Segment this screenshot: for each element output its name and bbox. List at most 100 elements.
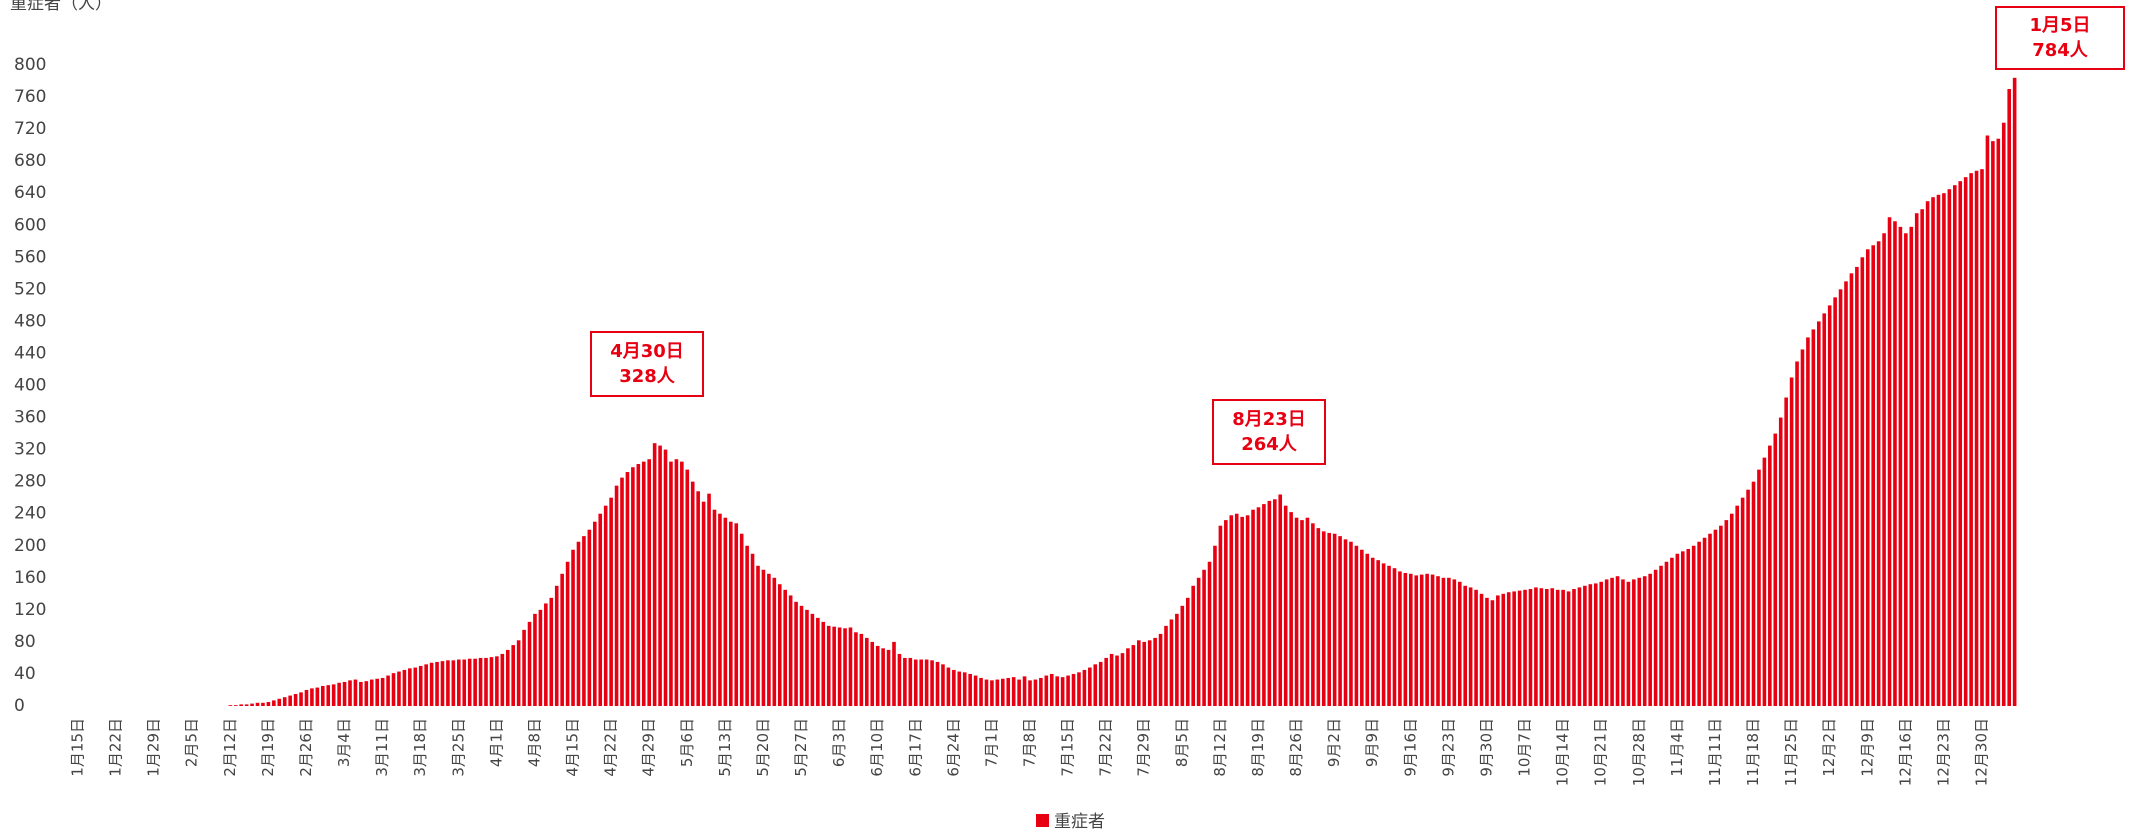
bar bbox=[892, 641, 896, 706]
y-tick-label: 520 bbox=[14, 279, 46, 299]
bar bbox=[1354, 545, 1359, 706]
bar bbox=[1898, 226, 1903, 707]
bar bbox=[397, 671, 401, 706]
x-tick-label: 4月1日 bbox=[487, 718, 505, 767]
bar bbox=[1719, 525, 1723, 706]
bar bbox=[1142, 641, 1147, 706]
bar bbox=[549, 597, 554, 706]
y-tick-label: 200 bbox=[14, 536, 46, 556]
x-tick-label: 9月16日 bbox=[1401, 718, 1419, 777]
bar bbox=[1294, 517, 1299, 706]
bar bbox=[1920, 209, 1924, 706]
bar bbox=[886, 649, 891, 706]
bar bbox=[560, 573, 564, 706]
bar bbox=[1724, 520, 1729, 706]
bar bbox=[924, 659, 929, 706]
bar bbox=[903, 657, 907, 706]
bar bbox=[1545, 589, 1549, 706]
bar bbox=[1593, 583, 1598, 706]
x-tick-label: 5月27日 bbox=[792, 718, 810, 777]
bar bbox=[1262, 504, 1266, 706]
y-tick-label: 400 bbox=[14, 376, 46, 396]
bar bbox=[1806, 337, 1810, 706]
bar bbox=[690, 481, 695, 706]
bar bbox=[1490, 600, 1495, 706]
bar bbox=[1523, 589, 1527, 706]
x-tick-label: 2月26日 bbox=[297, 718, 315, 777]
bar bbox=[1865, 249, 1870, 706]
bar bbox=[854, 632, 858, 706]
y-tick-label: 0 bbox=[14, 696, 25, 716]
y-tick-label: 40 bbox=[14, 664, 36, 684]
bar bbox=[1267, 500, 1272, 706]
bar bbox=[723, 517, 728, 706]
bar bbox=[457, 659, 461, 706]
bar bbox=[413, 667, 418, 706]
bar bbox=[777, 584, 782, 706]
bar bbox=[995, 679, 1000, 706]
legend-swatch bbox=[1036, 814, 1049, 827]
bar bbox=[1474, 589, 1478, 706]
annotation-text: 328人 bbox=[619, 366, 676, 387]
bar bbox=[1517, 590, 1522, 706]
y-tick-label: 240 bbox=[14, 504, 46, 524]
bar bbox=[2012, 77, 2017, 706]
bar bbox=[1180, 605, 1185, 706]
bar bbox=[1740, 497, 1745, 706]
bar bbox=[1686, 548, 1691, 706]
bar bbox=[1098, 661, 1103, 706]
bar bbox=[451, 660, 456, 706]
bar bbox=[881, 648, 885, 706]
bar bbox=[1610, 577, 1614, 706]
x-tick-label: 8月12日 bbox=[1211, 718, 1229, 777]
bar bbox=[408, 668, 412, 706]
x-tick-label: 3月25日 bbox=[449, 718, 467, 777]
bar bbox=[473, 658, 477, 706]
bar bbox=[788, 595, 793, 706]
annotation-box bbox=[1995, 6, 2125, 70]
bar bbox=[913, 659, 918, 706]
x-tick-label: 9月30日 bbox=[1477, 718, 1495, 777]
bar bbox=[701, 501, 706, 706]
bar bbox=[897, 653, 902, 706]
x-tick-label: 12月16日 bbox=[1896, 718, 1914, 786]
x-tick-label: 1月22日 bbox=[107, 718, 125, 777]
x-tick-label: 8月5日 bbox=[1173, 718, 1191, 767]
bar bbox=[756, 565, 760, 706]
bar bbox=[1784, 397, 1788, 706]
bar bbox=[1066, 675, 1070, 706]
x-tick-label: 12月9日 bbox=[1858, 718, 1876, 777]
bar bbox=[1904, 233, 1908, 706]
bar bbox=[277, 698, 282, 706]
y-tick-label: 720 bbox=[14, 119, 46, 139]
bar bbox=[1942, 193, 1946, 706]
bar bbox=[1963, 177, 1968, 707]
bar bbox=[1648, 573, 1652, 706]
bar bbox=[625, 472, 630, 706]
bar bbox=[1827, 305, 1832, 706]
bar bbox=[1626, 581, 1631, 706]
bar bbox=[380, 677, 385, 706]
bar bbox=[957, 671, 962, 706]
bar bbox=[1670, 557, 1674, 706]
bar bbox=[1713, 529, 1718, 706]
bar bbox=[1577, 587, 1582, 706]
bar bbox=[1028, 680, 1032, 706]
bar bbox=[1550, 588, 1555, 706]
x-tick-label: 4月29日 bbox=[640, 718, 658, 777]
bar bbox=[859, 633, 864, 706]
bar bbox=[1893, 221, 1897, 706]
bar bbox=[767, 573, 771, 706]
bar bbox=[1457, 581, 1462, 706]
annotation-text: 784人 bbox=[2032, 40, 2089, 61]
bar bbox=[1822, 313, 1827, 706]
x-tick-label: 7月29日 bbox=[1135, 718, 1153, 777]
bar bbox=[1506, 592, 1511, 706]
bar bbox=[1338, 536, 1342, 706]
bar bbox=[1229, 515, 1234, 706]
bar bbox=[1430, 574, 1435, 706]
bar bbox=[1360, 549, 1364, 706]
bar bbox=[843, 628, 847, 706]
bar bbox=[1729, 513, 1734, 706]
x-tick-label: 2月19日 bbox=[259, 718, 277, 777]
